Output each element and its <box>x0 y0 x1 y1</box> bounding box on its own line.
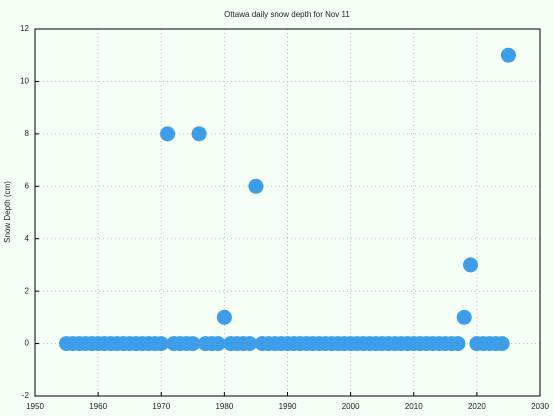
marks <box>59 47 516 352</box>
point <box>191 126 207 142</box>
y-tick-label: 8 <box>25 129 30 138</box>
point <box>500 47 516 63</box>
x-tick-label: 1990 <box>279 402 297 411</box>
point <box>248 178 264 194</box>
point <box>216 309 232 325</box>
x-tick-label: 2030 <box>531 402 549 411</box>
y-axis-label: Snow Depth (cm) <box>3 181 12 243</box>
x-tick-label: 1980 <box>215 402 233 411</box>
point <box>463 257 479 273</box>
y-tick-label: 12 <box>20 24 29 33</box>
y-tick-label: 6 <box>25 181 30 190</box>
y-tick-label: 10 <box>20 77 29 86</box>
y-tick-label: 2 <box>25 286 30 295</box>
x-tick-label: 1960 <box>89 402 107 411</box>
point <box>456 309 472 325</box>
point <box>153 336 169 352</box>
point <box>185 336 201 352</box>
point <box>450 336 466 352</box>
x-tick-label: 1950 <box>26 402 44 411</box>
chart-title: Ottawa daily snow depth for Nov 11 <box>224 10 350 19</box>
x-tick-label: 1970 <box>152 402 170 411</box>
y-tick-label: -2 <box>22 391 30 400</box>
point <box>494 336 510 352</box>
point <box>160 126 176 142</box>
y-tick-label: 4 <box>25 234 30 243</box>
x-tick-label: 2000 <box>342 402 360 411</box>
point <box>210 336 226 352</box>
y-tick-label: 0 <box>25 339 30 348</box>
x-tick-label: 2020 <box>468 402 486 411</box>
x-tick-label: 2010 <box>405 402 423 411</box>
point <box>242 336 258 352</box>
